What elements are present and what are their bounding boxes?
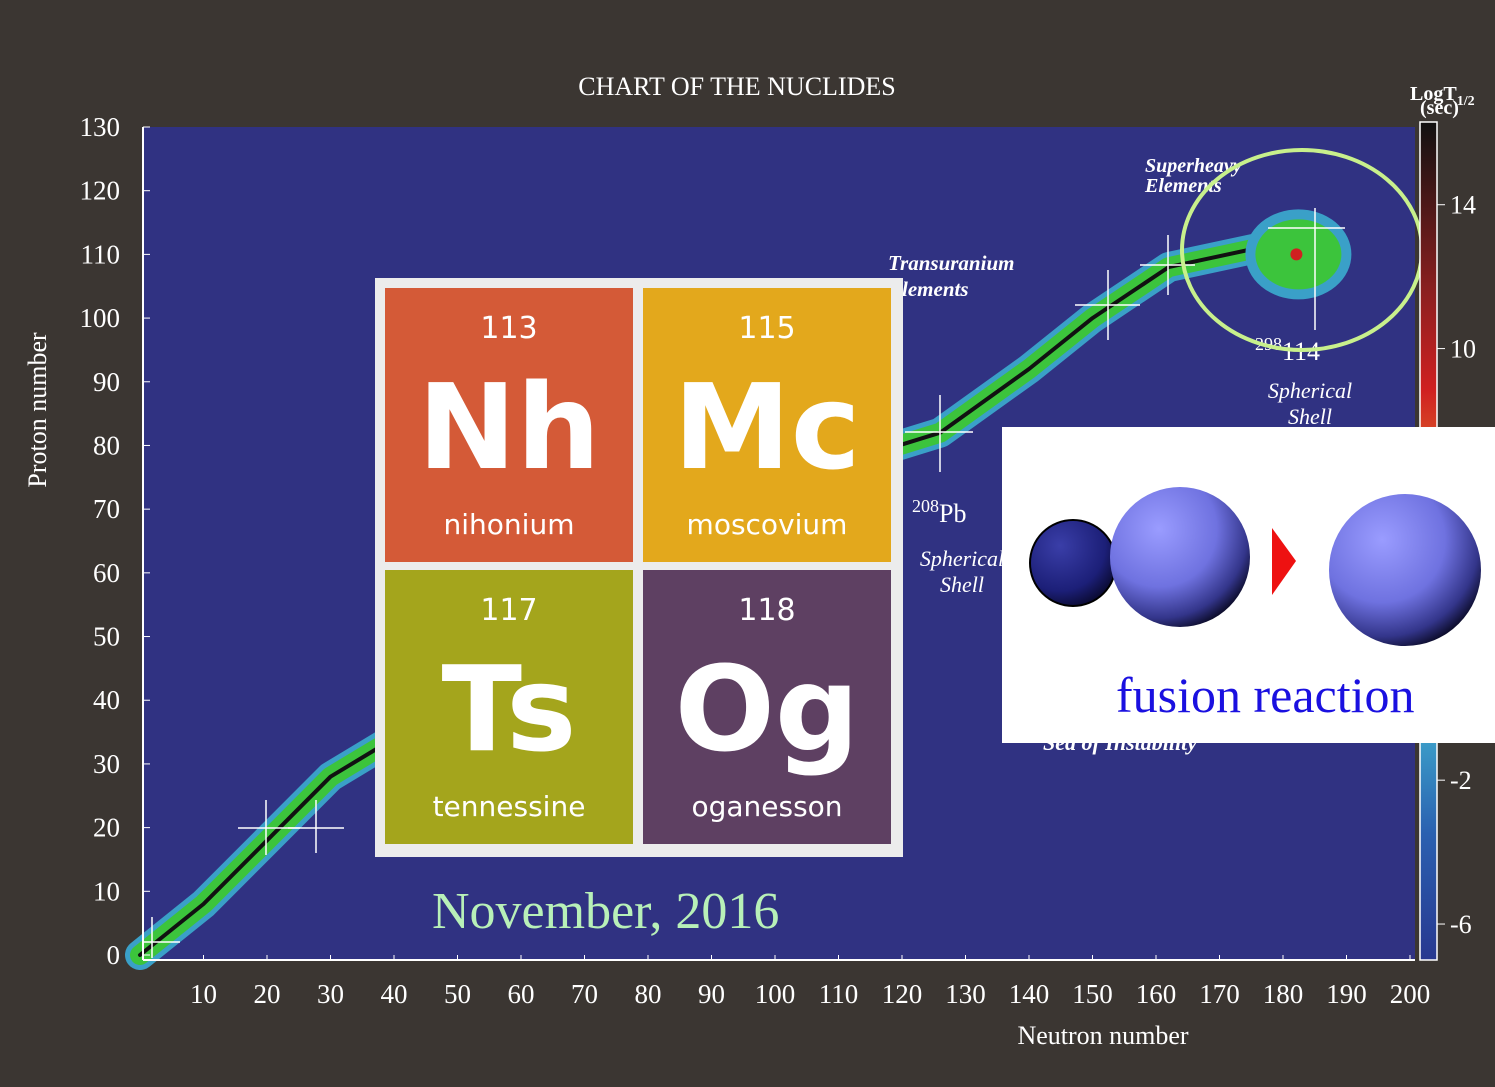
x-tick-label: 50	[444, 979, 471, 1009]
x-tick-label: 80	[635, 979, 662, 1009]
annotation: Superheavy	[1145, 155, 1242, 177]
element-symbol: Mc	[673, 358, 860, 496]
magic-number-crosses	[142, 208, 1345, 958]
x-axis-label: Neutron number	[1017, 1021, 1188, 1050]
element-tile	[385, 288, 633, 562]
colorbar-label-sub: 1/2	[1457, 94, 1475, 109]
colorbar-tick-label: 14	[1450, 191, 1476, 220]
annotation: Shell	[940, 572, 984, 597]
x-tick-label: 90	[698, 979, 725, 1009]
colorbar-tick-label: -2	[1450, 766, 1472, 795]
x-tick-label: 10	[190, 979, 217, 1009]
annotation: Spherical	[920, 546, 1004, 571]
y-tick-label: 130	[80, 112, 121, 142]
x-tick-label: 170	[1199, 979, 1240, 1009]
y-tick-label: 100	[80, 303, 121, 333]
annotation-sup: 208	[912, 496, 939, 516]
x-tick-label: 200	[1390, 979, 1431, 1009]
colorbar-label: LogT1/2	[1410, 83, 1475, 109]
x-tick-label: 60	[508, 979, 535, 1009]
chart-title: CHART OF THE NUCLIDES	[578, 72, 895, 101]
element-number: 113	[480, 311, 537, 346]
x-tick-label: 20	[254, 979, 281, 1009]
x-tick-label: 40	[381, 979, 408, 1009]
x-tick-label: 140	[1009, 979, 1050, 1009]
x-tick-label: 100	[755, 979, 796, 1009]
y-axis-label: Proton number	[23, 332, 52, 488]
annotation: Shell	[1288, 404, 1332, 429]
arrow	[1272, 528, 1296, 595]
x-tick-label: 70	[571, 979, 598, 1009]
y-tick-label: 20	[93, 813, 120, 843]
x-tick-label: 180	[1263, 979, 1304, 1009]
x-tick-label: 160	[1136, 979, 1177, 1009]
element-symbol: Og	[675, 640, 860, 778]
element-symbol: Nh	[418, 358, 601, 496]
y-tick-label: 90	[93, 367, 120, 397]
element-number: 118	[738, 593, 795, 628]
element-tile	[643, 570, 891, 844]
colorbar-unit: (sec)	[1420, 97, 1459, 119]
annotation: Spherical	[1268, 378, 1352, 403]
y-tick-label: 50	[93, 622, 120, 652]
colorbar-tick-label: -6	[1450, 910, 1472, 939]
y-tick-label: 80	[93, 430, 120, 460]
annotation: Transuranium	[888, 251, 1014, 275]
y-tick-label: 40	[93, 685, 120, 715]
colorbar-label-text: LogT	[1410, 83, 1457, 105]
element-symbol: Ts	[441, 640, 576, 778]
element-number: 115	[738, 311, 795, 346]
date: November, 2016	[432, 883, 779, 940]
y-tick-label: 120	[80, 176, 121, 206]
x-tick-label: 30	[317, 979, 344, 1009]
x-tick-label: 110	[819, 979, 859, 1009]
reaction-label: fusion reaction	[1116, 667, 1415, 723]
x-tick-label: 190	[1326, 979, 1367, 1009]
annotation-text: Pb	[939, 499, 966, 528]
colorbar-tick-label: 10	[1450, 335, 1476, 364]
element-tile	[385, 570, 633, 844]
element-name: nihonium	[444, 508, 575, 541]
element-tile	[643, 288, 891, 562]
small-nucleus	[1029, 519, 1117, 607]
element-number: 117	[480, 593, 537, 628]
y-tick-label: 0	[107, 940, 121, 970]
x-tick-label: 150	[1072, 979, 1113, 1009]
product-nucleus	[1329, 494, 1481, 646]
x-tick-label: 130	[945, 979, 986, 1009]
island-core	[1290, 248, 1303, 261]
y-tick-label: 10	[93, 876, 120, 906]
target-nucleus	[1110, 487, 1250, 627]
element-name: tennessine	[433, 790, 586, 823]
element-name: moscovium	[687, 508, 848, 541]
y-tick-label: 60	[93, 558, 120, 588]
y-tick-label: 30	[93, 749, 120, 779]
y-tick-label: 110	[81, 239, 121, 269]
x-tick-label: 120	[882, 979, 923, 1009]
element-name: oganesson	[691, 790, 842, 823]
y-tick-label: 70	[93, 494, 120, 524]
annotation: 208Pb	[912, 496, 966, 528]
